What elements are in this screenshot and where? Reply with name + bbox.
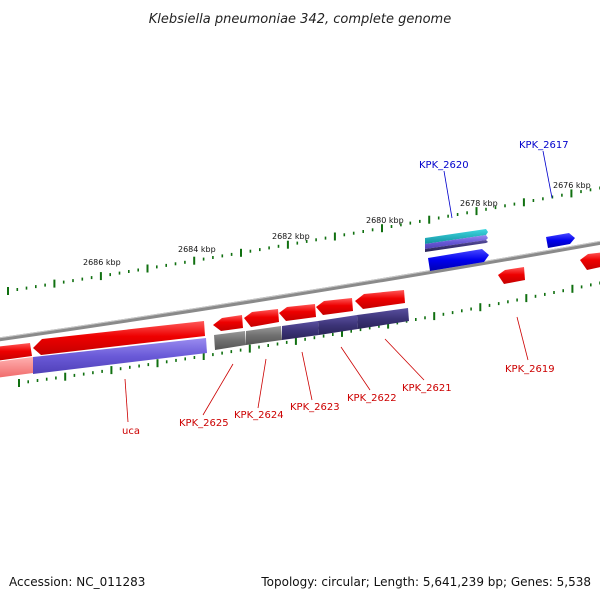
gene-arrow-kpk-2621[interactable]	[355, 290, 405, 309]
accession-text: Accession: NC_011283	[9, 575, 145, 589]
kbp-label-2684: 2684 kbp	[178, 245, 216, 254]
genome-summary-text: Topology: circular; Length: 5,641,239 bp…	[260, 575, 591, 589]
cds-feature-kpk-2622[interactable]	[318, 315, 358, 335]
kbp-label-2676: 2676 kbp	[553, 181, 591, 190]
gene-arrow-kpk-2625[interactable]	[213, 315, 243, 331]
forward-strand-features	[425, 229, 575, 271]
cds-feature-uca[interactable]	[33, 338, 207, 374]
gene-arrow-kpk-2622[interactable]	[316, 298, 353, 315]
cds-partial-left[interactable]	[0, 357, 33, 378]
gene-label-kpk-2622[interactable]: KPK_2622	[347, 393, 397, 404]
genome-backbone-highlight	[0, 240, 600, 339]
map-title: Klebsiella pneumoniae 342, complete geno…	[149, 12, 451, 27]
gene-arrow-kpk-2624[interactable]	[244, 309, 279, 327]
gene-arrow-kpk-2619[interactable]	[498, 267, 525, 284]
gene-label-kpk-2625[interactable]: KPK_2625	[179, 418, 229, 429]
cds-feature-kpk-2625[interactable]	[214, 331, 246, 350]
reverse-strand-features	[0, 252, 600, 378]
gene-feature-kpk-2620-purple[interactable]	[425, 235, 488, 249]
gene-label-kpk-2623[interactable]: KPK_2623	[290, 402, 340, 413]
cds-feature-kpk-2621[interactable]	[357, 308, 409, 329]
gene-label-kpk-2619[interactable]: KPK_2619	[505, 364, 555, 375]
gene-arrow-partial-right[interactable]	[580, 252, 600, 270]
cds-feature-kpk-2624[interactable]	[246, 326, 282, 345]
kbp-label-2680: 2680 kbp	[366, 216, 404, 225]
gene-label-kpk-2617[interactable]: KPK_2617	[519, 140, 569, 151]
gene-arrow-kpk-2617[interactable]	[546, 233, 575, 248]
kbp-label-2686: 2686 kbp	[83, 258, 121, 267]
cds-feature-kpk-2623[interactable]	[282, 321, 319, 340]
gene-arrow-uca[interactable]	[33, 321, 205, 355]
gene-label-kpk-2620[interactable]: KPK_2620	[419, 160, 469, 171]
gene-arrow-kpk-2623[interactable]	[279, 304, 316, 321]
gene-label-uca[interactable]: uca	[122, 426, 140, 437]
gene-arrow-kpk-2620[interactable]	[428, 249, 489, 271]
gene-arrow-partial-left[interactable]	[0, 343, 32, 361]
scale-ticks-outer	[7, 186, 600, 295]
kbp-label-2682: 2682 kbp	[272, 232, 310, 241]
gene-label-kpk-2624[interactable]: KPK_2624	[234, 410, 284, 421]
kbp-label-2678: 2678 kbp	[460, 199, 498, 208]
genome-backbone	[0, 240, 600, 342]
gene-feature-kpk-2620-dark[interactable]	[425, 240, 488, 252]
gene-label-kpk-2621[interactable]: KPK_2621	[402, 383, 452, 394]
label-callouts	[124, 150, 553, 423]
gene-feature-kpk-2620-teal[interactable]	[425, 229, 488, 244]
